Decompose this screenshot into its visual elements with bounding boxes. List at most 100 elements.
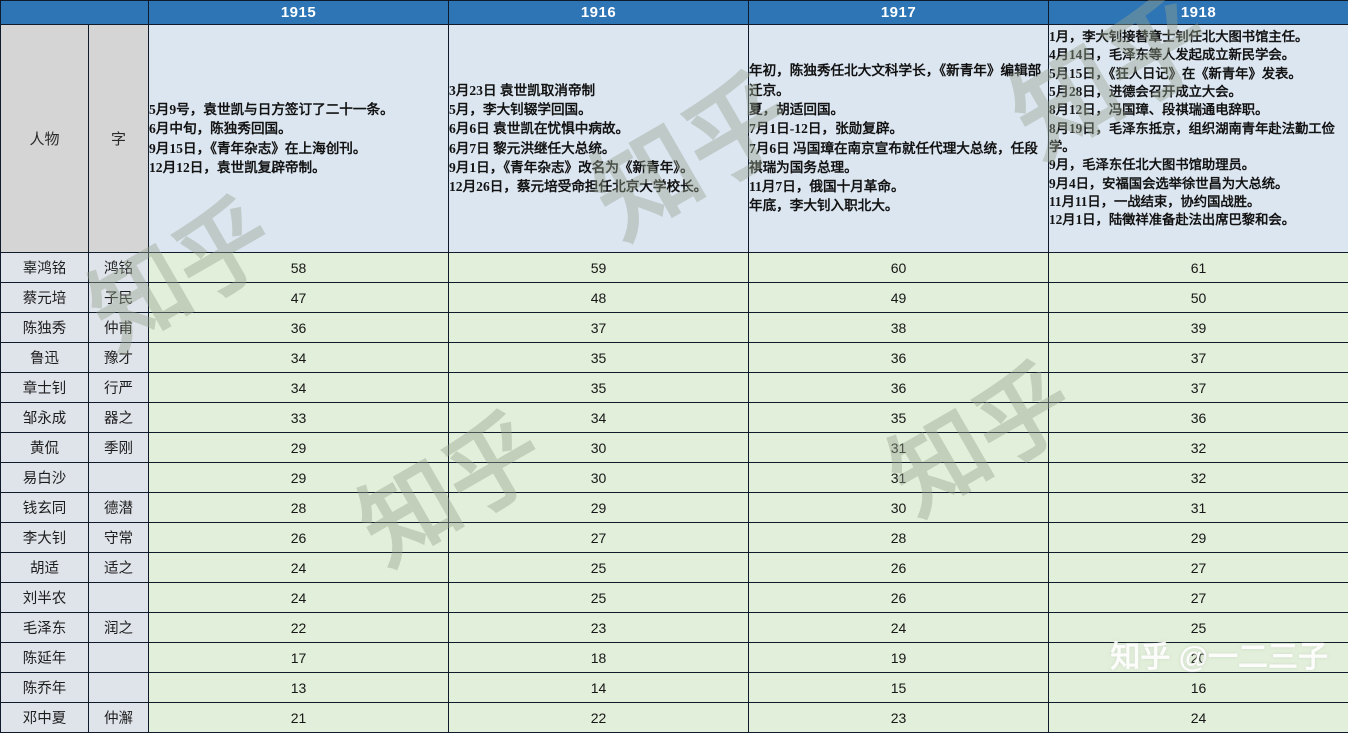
cell-age-1915[interactable]: 47	[149, 283, 449, 313]
cell-age-1915[interactable]: 29	[149, 463, 449, 493]
cell-person[interactable]: 章士钊	[1, 373, 89, 403]
cell-age-1915[interactable]: 34	[149, 373, 449, 403]
cell-age-1917[interactable]: 23	[749, 703, 1049, 733]
cell-person[interactable]: 易白沙	[1, 463, 89, 493]
cell-age-1915[interactable]: 34	[149, 343, 449, 373]
cell-age-1916[interactable]: 48	[449, 283, 749, 313]
cell-age-1918[interactable]: 32	[1049, 463, 1348, 493]
cell-courtesy-name[interactable]: 器之	[89, 403, 149, 433]
cell-age-1916[interactable]: 22	[449, 703, 749, 733]
cell-age-1916[interactable]: 18	[449, 643, 749, 673]
cell-courtesy-name[interactable]	[89, 583, 149, 613]
cell-courtesy-name[interactable]: 子民	[89, 283, 149, 313]
cell-age-1918[interactable]: 27	[1049, 583, 1348, 613]
cell-age-1916[interactable]: 30	[449, 463, 749, 493]
cell-courtesy-name[interactable]	[89, 643, 149, 673]
cell-person[interactable]: 陈独秀	[1, 313, 89, 343]
cell-age-1916[interactable]: 30	[449, 433, 749, 463]
cell-person[interactable]: 毛泽东	[1, 613, 89, 643]
cell-person[interactable]: 蔡元培	[1, 283, 89, 313]
cell-age-1915[interactable]: 13	[149, 673, 449, 703]
cell-age-1916[interactable]: 27	[449, 523, 749, 553]
cell-person[interactable]: 邓中夏	[1, 703, 89, 733]
cell-age-1918[interactable]: 20	[1049, 643, 1348, 673]
cell-age-1917[interactable]: 24	[749, 613, 1049, 643]
cell-courtesy-name[interactable]: 守常	[89, 523, 149, 553]
cell-age-1918[interactable]: 39	[1049, 313, 1348, 343]
cell-courtesy-name[interactable]: 豫才	[89, 343, 149, 373]
cell-age-1917[interactable]: 26	[749, 553, 1049, 583]
cell-courtesy-name[interactable]: 润之	[89, 613, 149, 643]
cell-age-1917[interactable]: 30	[749, 493, 1049, 523]
cell-courtesy-name[interactable]: 行严	[89, 373, 149, 403]
cell-age-1915[interactable]: 26	[149, 523, 449, 553]
cell-courtesy-name[interactable]: 仲澥	[89, 703, 149, 733]
cell-age-1915[interactable]: 17	[149, 643, 449, 673]
cell-age-1915[interactable]: 24	[149, 553, 449, 583]
cell-age-1917[interactable]: 15	[749, 673, 1049, 703]
cell-age-1918[interactable]: 31	[1049, 493, 1348, 523]
cell-person[interactable]: 钱玄同	[1, 493, 89, 523]
cell-age-1915[interactable]: 33	[149, 403, 449, 433]
cell-courtesy-name[interactable]: 鸿铭	[89, 253, 149, 283]
cell-age-1917[interactable]: 26	[749, 583, 1049, 613]
cell-courtesy-name[interactable]: 德潜	[89, 493, 149, 523]
cell-age-1916[interactable]: 34	[449, 403, 749, 433]
cell-age-1918[interactable]: 50	[1049, 283, 1348, 313]
cell-age-1915[interactable]: 24	[149, 583, 449, 613]
events-cell-1918[interactable]: 1月，李大钊接替章士钊任北大图书馆主任。 4月14日，毛泽东等人发起成立新民学会…	[1049, 25, 1348, 253]
cell-courtesy-name[interactable]: 仲甫	[89, 313, 149, 343]
cell-person[interactable]: 陈延年	[1, 643, 89, 673]
cell-age-1916[interactable]: 25	[449, 553, 749, 583]
cell-age-1917[interactable]: 49	[749, 283, 1049, 313]
cell-age-1916[interactable]: 37	[449, 313, 749, 343]
column-header-year-1916[interactable]: 1916	[449, 1, 749, 25]
cell-age-1917[interactable]: 28	[749, 523, 1049, 553]
cell-age-1918[interactable]: 32	[1049, 433, 1348, 463]
cell-age-1915[interactable]: 28	[149, 493, 449, 523]
events-cell-1916[interactable]: 3月23日 袁世凯取消帝制 5月，李大钊辍学回国。 6月6日 袁世凯在忧惧中病故…	[449, 25, 749, 253]
cell-person[interactable]: 鲁迅	[1, 343, 89, 373]
cell-age-1916[interactable]: 35	[449, 373, 749, 403]
cell-age-1916[interactable]: 23	[449, 613, 749, 643]
cell-age-1915[interactable]: 22	[149, 613, 449, 643]
column-header-year-1917[interactable]: 1917	[749, 1, 1049, 25]
cell-age-1915[interactable]: 21	[149, 703, 449, 733]
cell-age-1918[interactable]: 37	[1049, 343, 1348, 373]
cell-age-1916[interactable]: 59	[449, 253, 749, 283]
cell-age-1917[interactable]: 31	[749, 433, 1049, 463]
cell-person[interactable]: 刘半农	[1, 583, 89, 613]
cell-courtesy-name[interactable]	[89, 673, 149, 703]
cell-age-1916[interactable]: 29	[449, 493, 749, 523]
cell-age-1918[interactable]: 29	[1049, 523, 1348, 553]
cell-age-1916[interactable]: 25	[449, 583, 749, 613]
cell-age-1917[interactable]: 38	[749, 313, 1049, 343]
cell-age-1918[interactable]: 25	[1049, 613, 1348, 643]
cell-age-1918[interactable]: 61	[1049, 253, 1348, 283]
cell-person[interactable]: 胡适	[1, 553, 89, 583]
cell-age-1917[interactable]: 35	[749, 403, 1049, 433]
cell-person[interactable]: 陈乔年	[1, 673, 89, 703]
cell-age-1917[interactable]: 36	[749, 343, 1049, 373]
cell-age-1916[interactable]: 14	[449, 673, 749, 703]
cell-person[interactable]: 黄侃	[1, 433, 89, 463]
column-header-year-1915[interactable]: 1915	[149, 1, 449, 25]
events-cell-1915[interactable]: 5月9号，袁世凯与日方签订了二十一条。 6月中旬，陈独秀回国。 9月15日，《青…	[149, 25, 449, 253]
column-header-year-1918[interactable]: 1918	[1049, 1, 1348, 25]
cell-person[interactable]: 辜鸿铭	[1, 253, 89, 283]
cell-courtesy-name[interactable]: 适之	[89, 553, 149, 583]
cell-person[interactable]: 邹永成	[1, 403, 89, 433]
cell-courtesy-name[interactable]	[89, 463, 149, 493]
cell-age-1915[interactable]: 36	[149, 313, 449, 343]
cell-age-1918[interactable]: 37	[1049, 373, 1348, 403]
cell-age-1918[interactable]: 24	[1049, 703, 1348, 733]
cell-age-1917[interactable]: 36	[749, 373, 1049, 403]
cell-age-1917[interactable]: 60	[749, 253, 1049, 283]
events-cell-1917[interactable]: 年初，陈独秀任北大文科学长，《新青年》编辑部迁京。 夏，胡适回国。 7月1日-1…	[749, 25, 1049, 253]
cell-age-1917[interactable]: 31	[749, 463, 1049, 493]
cell-age-1918[interactable]: 36	[1049, 403, 1348, 433]
cell-age-1915[interactable]: 58	[149, 253, 449, 283]
cell-age-1918[interactable]: 16	[1049, 673, 1348, 703]
cell-age-1917[interactable]: 19	[749, 643, 1049, 673]
cell-age-1918[interactable]: 27	[1049, 553, 1348, 583]
